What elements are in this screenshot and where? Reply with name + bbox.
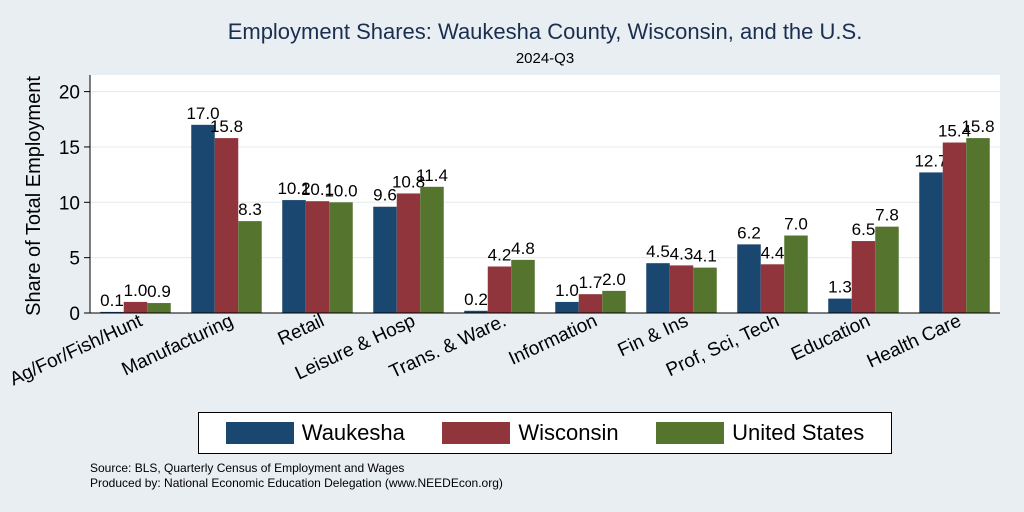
bar-waukesha [191,124,215,313]
bar-wisconsin [669,265,694,313]
data-label: 1.0 [555,281,579,300]
bar-united-states [238,221,262,313]
legend-label: United States [732,420,865,445]
data-label: 17.0 [186,104,219,123]
data-label: 6.2 [737,223,761,242]
data-label: 4.2 [488,246,512,265]
legend-swatch [225,422,294,444]
data-label: 4.8 [511,239,535,258]
bar-wisconsin [214,138,239,313]
bar-united-states [693,267,717,313]
y-tick-label: 5 [69,249,80,270]
x-tick-label: Health Care [864,310,965,372]
data-label: 10.2 [277,179,310,198]
data-label: 4.1 [693,247,717,266]
data-label: 11.4 [416,166,448,185]
data-label: 9.6 [373,186,397,205]
bar-wisconsin [487,266,512,313]
data-label: 0.9 [147,282,171,301]
legend-label: Waukesha [301,420,405,445]
data-label: 12.7 [914,151,947,170]
legend-item: Waukesha [225,420,405,446]
bar-united-states [147,303,171,313]
data-label: 1.0 [124,281,148,300]
bar-united-states [875,226,899,313]
data-label: 6.5 [852,220,876,239]
bar-united-states [602,290,626,313]
bar-united-states [784,235,808,313]
x-tick-label: Information [506,310,601,369]
source-line: Source: BLS, Quarterly Census of Employm… [90,461,405,475]
legend-swatch [442,422,511,444]
legend-label: Wisconsin [518,420,619,445]
bar-united-states [966,138,990,313]
legend-item: United States [656,420,864,446]
bar-waukesha [646,263,670,313]
data-label: 10.1 [301,180,334,199]
bar-wisconsin [396,193,421,313]
source-note: Source: BLS, Quarterly Census of Employm… [90,461,503,491]
produced-by-line: Produced by: National Economic Education… [90,476,503,490]
data-label: 10.0 [324,181,357,200]
data-label: 1.7 [579,273,603,292]
data-label: 4.3 [670,244,694,263]
y-tick-label: 20 [59,83,80,104]
chart-subtitle: 2024-Q3 [515,50,575,67]
bar-waukesha [737,244,761,313]
y-tick-label: 15 [59,138,80,159]
x-tick-label: Education [788,310,873,365]
data-label: 7.0 [784,215,808,234]
bar-wisconsin [123,301,148,313]
data-label: 2.0 [602,270,626,289]
legend-swatch [656,422,725,444]
bar-waukesha [919,172,943,313]
data-label: 10.8 [392,172,425,191]
bar-united-states [420,186,444,313]
data-label: 4.5 [646,242,670,261]
bar-waukesha [464,310,488,313]
x-tick-label: Retail [275,310,328,350]
data-label: 15.8 [210,117,243,136]
bar-united-states [511,259,535,313]
bar-waukesha [373,206,397,313]
bar-waukesha [282,200,306,313]
bar-waukesha [828,298,852,313]
bar-waukesha [100,311,124,313]
y-tick-label: 10 [59,193,80,214]
data-label: 0.1 [100,291,124,310]
legend-item: Wisconsin [442,420,619,446]
y-tick-label: 0 [69,304,80,325]
bar-wisconsin [578,294,603,313]
chart-title: Employment Shares: Waukesha County, Wisc… [227,19,863,44]
data-label: 15.8 [961,117,994,136]
bar-wisconsin [851,241,876,313]
data-label: 0.2 [464,290,488,309]
bar-wisconsin [760,264,785,313]
data-label: 4.4 [761,243,785,262]
bar-united-states [329,202,353,313]
data-label: 7.8 [875,206,899,225]
data-label: 15.4 [938,122,971,141]
bar-wisconsin [305,201,330,313]
chart-legend: Waukesha Wisconsin United States [198,412,892,454]
bar-waukesha [555,301,579,313]
data-label: 8.3 [238,200,262,219]
bar-wisconsin [942,142,967,313]
data-label: 1.3 [828,278,852,297]
y-axis-title: Share of Total Employment [23,76,45,316]
